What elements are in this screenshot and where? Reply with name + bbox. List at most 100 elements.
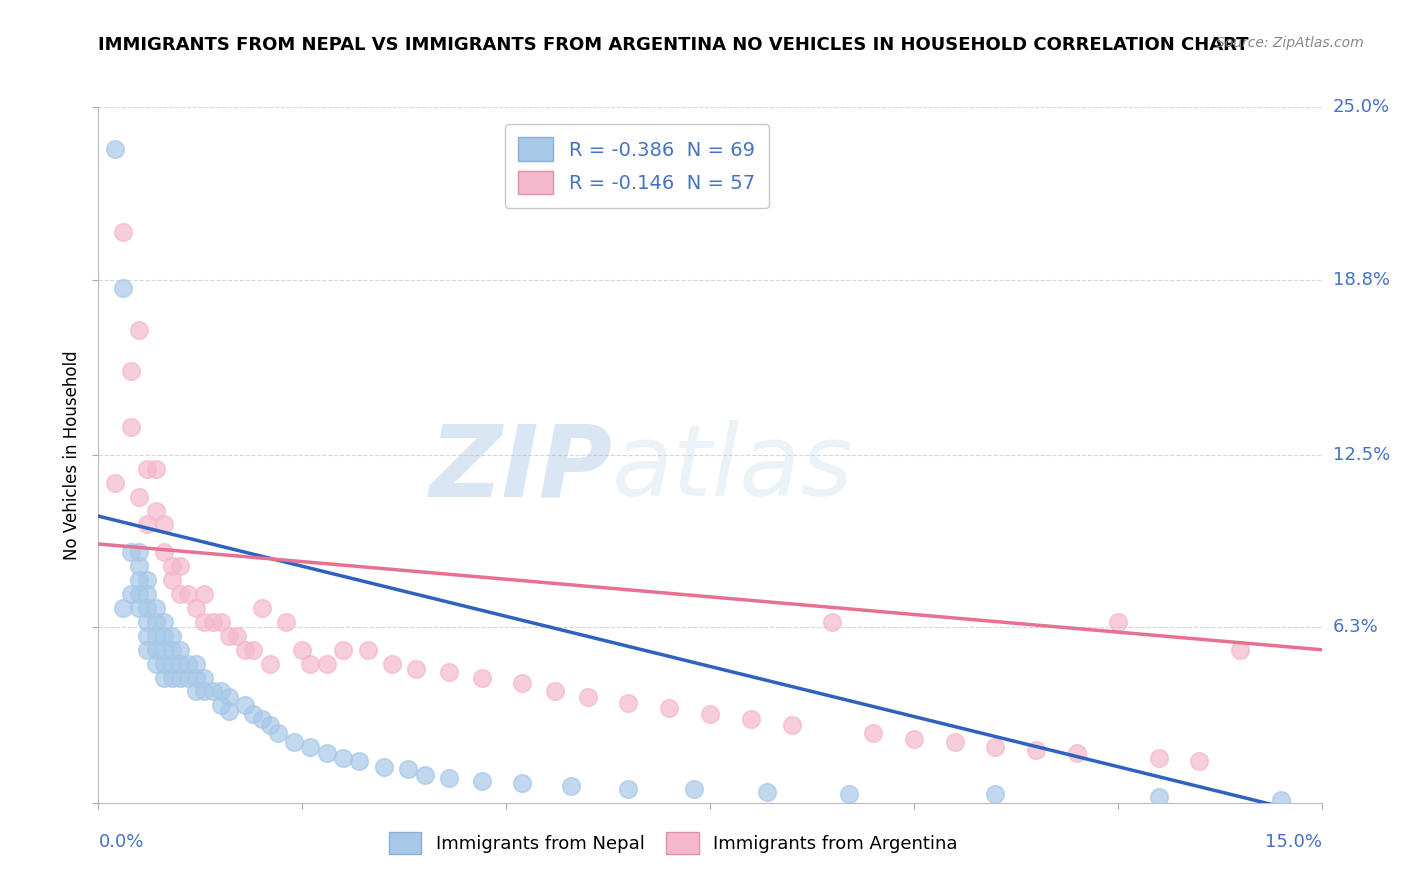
Point bbox=[512, 776, 534, 790]
Text: 18.8%: 18.8% bbox=[1333, 270, 1389, 289]
Point bbox=[160, 573, 183, 587]
Point bbox=[152, 657, 174, 671]
Point bbox=[186, 657, 208, 671]
Point bbox=[821, 615, 844, 629]
Point bbox=[169, 657, 191, 671]
Point bbox=[186, 684, 208, 698]
Point bbox=[274, 615, 297, 629]
Point bbox=[169, 587, 191, 601]
Point bbox=[332, 642, 354, 657]
Point bbox=[145, 601, 167, 615]
Text: ZIP: ZIP bbox=[429, 420, 612, 517]
Point bbox=[145, 615, 167, 629]
Point bbox=[209, 615, 232, 629]
Text: atlas: atlas bbox=[612, 420, 853, 517]
Point bbox=[145, 462, 167, 476]
Point bbox=[186, 601, 208, 615]
Text: 15.0%: 15.0% bbox=[1264, 833, 1322, 851]
Point bbox=[471, 773, 494, 788]
Point bbox=[315, 657, 337, 671]
Point bbox=[291, 642, 314, 657]
Point bbox=[201, 684, 224, 698]
Point bbox=[405, 662, 427, 676]
Point bbox=[1147, 751, 1170, 765]
Point bbox=[145, 629, 167, 643]
Point bbox=[218, 690, 240, 704]
Point bbox=[576, 690, 599, 704]
Point bbox=[437, 771, 460, 785]
Point bbox=[152, 642, 174, 657]
Point bbox=[209, 684, 232, 698]
Point bbox=[120, 364, 142, 378]
Point bbox=[283, 734, 305, 748]
Text: IMMIGRANTS FROM NEPAL VS IMMIGRANTS FROM ARGENTINA NO VEHICLES IN HOUSEHOLD CORR: IMMIGRANTS FROM NEPAL VS IMMIGRANTS FROM… bbox=[98, 36, 1249, 54]
Point bbox=[136, 573, 159, 587]
Point bbox=[160, 642, 183, 657]
Point bbox=[1147, 790, 1170, 805]
Point bbox=[544, 684, 567, 698]
Point bbox=[512, 676, 534, 690]
Point bbox=[128, 559, 150, 574]
Point bbox=[943, 734, 966, 748]
Point bbox=[984, 740, 1007, 755]
Point bbox=[1270, 793, 1292, 807]
Legend: Immigrants from Nepal, Immigrants from Argentina: Immigrants from Nepal, Immigrants from A… bbox=[380, 823, 967, 863]
Point bbox=[193, 587, 215, 601]
Point bbox=[617, 696, 640, 710]
Point bbox=[152, 517, 174, 532]
Point bbox=[356, 642, 378, 657]
Point bbox=[104, 142, 127, 156]
Point bbox=[152, 615, 174, 629]
Point bbox=[617, 781, 640, 796]
Point bbox=[152, 629, 174, 643]
Point bbox=[250, 601, 273, 615]
Point bbox=[1025, 743, 1047, 757]
Point bbox=[136, 601, 159, 615]
Point bbox=[128, 587, 150, 601]
Point bbox=[169, 559, 191, 574]
Point bbox=[128, 323, 150, 337]
Point bbox=[299, 740, 322, 755]
Point bbox=[233, 642, 256, 657]
Point bbox=[413, 768, 436, 782]
Point bbox=[120, 420, 142, 434]
Point bbox=[349, 754, 371, 768]
Point bbox=[177, 671, 200, 685]
Point bbox=[218, 704, 240, 718]
Point bbox=[136, 462, 159, 476]
Point bbox=[396, 763, 419, 777]
Point bbox=[756, 785, 779, 799]
Point bbox=[1107, 615, 1129, 629]
Y-axis label: No Vehicles in Household: No Vehicles in Household bbox=[63, 350, 82, 560]
Text: 6.3%: 6.3% bbox=[1333, 618, 1378, 637]
Point bbox=[193, 615, 215, 629]
Point bbox=[128, 601, 150, 615]
Point bbox=[120, 545, 142, 559]
Point bbox=[177, 587, 200, 601]
Point bbox=[120, 587, 142, 601]
Point bbox=[682, 781, 704, 796]
Point bbox=[381, 657, 404, 671]
Point bbox=[111, 281, 134, 295]
Text: Source: ZipAtlas.com: Source: ZipAtlas.com bbox=[1216, 36, 1364, 50]
Point bbox=[1188, 754, 1211, 768]
Point bbox=[299, 657, 322, 671]
Point bbox=[193, 684, 215, 698]
Point bbox=[160, 629, 183, 643]
Point bbox=[658, 701, 681, 715]
Point bbox=[259, 657, 281, 671]
Point bbox=[471, 671, 494, 685]
Point bbox=[373, 759, 395, 773]
Text: 25.0%: 25.0% bbox=[1333, 98, 1391, 116]
Point bbox=[259, 718, 281, 732]
Point bbox=[903, 731, 925, 746]
Point bbox=[242, 642, 264, 657]
Point bbox=[145, 642, 167, 657]
Point bbox=[136, 517, 159, 532]
Point bbox=[136, 629, 159, 643]
Point bbox=[1229, 642, 1251, 657]
Point bbox=[267, 726, 290, 740]
Point bbox=[201, 615, 224, 629]
Point bbox=[160, 657, 183, 671]
Point bbox=[740, 712, 762, 726]
